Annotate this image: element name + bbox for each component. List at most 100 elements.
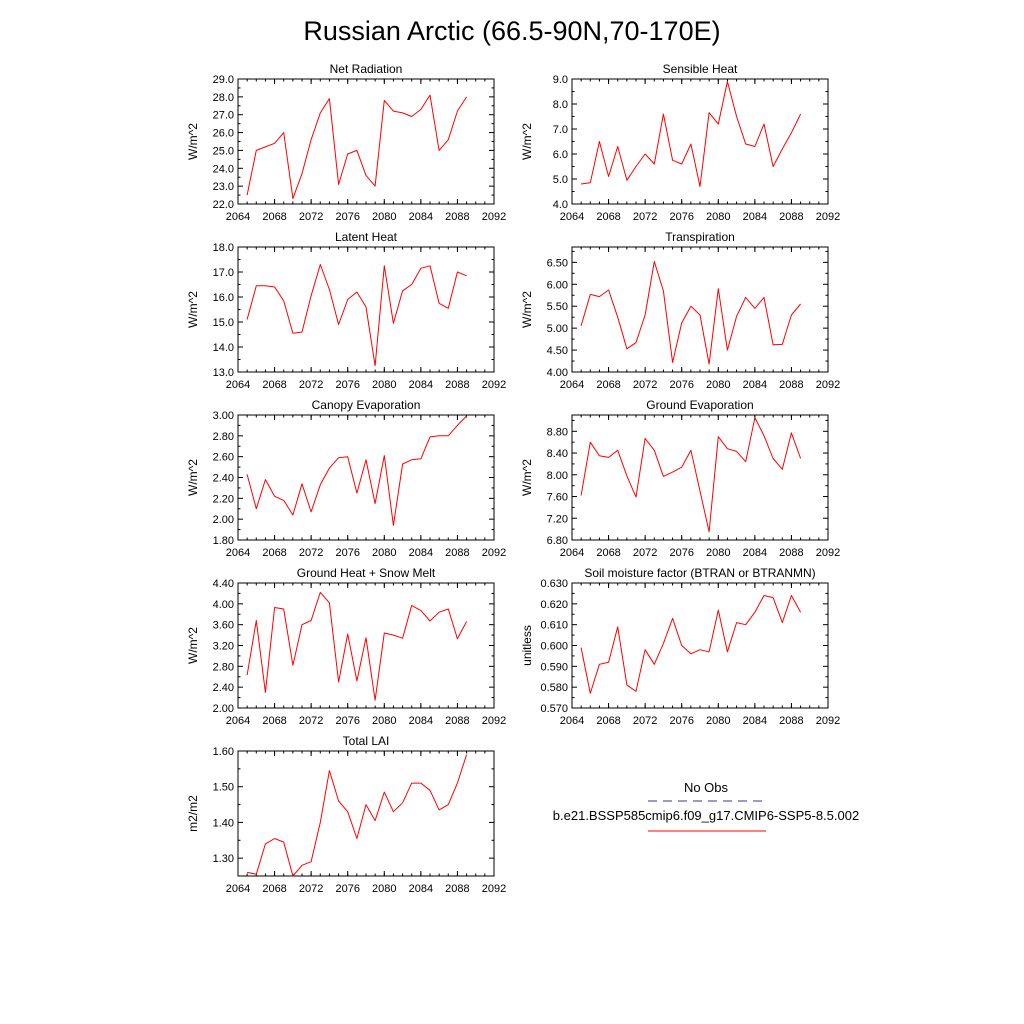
y-axis-label: W/m^2 xyxy=(186,291,200,328)
series-line xyxy=(580,595,802,694)
y-tick-label: 0.600 xyxy=(540,641,568,653)
y-tick-label: 4.00 xyxy=(547,367,568,379)
panel-7: Ground Heat + Snow Melt W/m^2 2064 2068 2072… xyxy=(186,566,506,727)
x-tick-label: 2092 xyxy=(816,379,840,391)
y-tick-label: 7.60 xyxy=(547,492,568,504)
x-tick-label: 2064 xyxy=(226,883,250,895)
y-tick-label: 8.80 xyxy=(547,426,568,438)
x-tick-label: 2064 xyxy=(226,211,250,223)
y-tick-label: 5.50 xyxy=(547,301,568,313)
y-tick-label: 0.620 xyxy=(540,599,568,611)
panel-title: Soil moisture factor (BTRAN or BTRANMN) xyxy=(584,566,815,580)
y-tick-label: 13.0 xyxy=(213,367,234,379)
y-tick-label: 25.0 xyxy=(213,145,234,157)
x-tick-label: 2072 xyxy=(299,211,323,223)
y-tick-label: 24.0 xyxy=(213,163,234,175)
y-tick-label: 8.00 xyxy=(547,470,568,482)
x-tick-label: 2080 xyxy=(372,715,396,727)
y-tick-label: 1.30 xyxy=(213,853,234,865)
y-tick-label: 27.0 xyxy=(213,110,234,122)
plot-frame xyxy=(237,582,495,709)
plot-frame xyxy=(237,750,495,877)
y-tick-label: 16.0 xyxy=(213,292,234,304)
panel-5: Canopy Evaporation W/m^2 2064 2068 2072 2076 2… xyxy=(186,398,506,559)
y-tick-label: 22.0 xyxy=(213,199,234,211)
x-tick-label: 2076 xyxy=(669,715,693,727)
series-line xyxy=(246,264,467,367)
x-tick-label: 2072 xyxy=(633,547,657,559)
legend-model-label: b.e21.BSSP585cmip6.f09_g17.CMIP6-SSP5-8.… xyxy=(553,808,859,823)
panel-title: Latent Heat xyxy=(335,230,398,244)
x-tick-label: 2084 xyxy=(743,547,767,559)
series-line xyxy=(580,261,801,365)
x-tick-label: 2076 xyxy=(335,547,359,559)
x-tick-label: 2068 xyxy=(262,883,286,895)
y-tick-label: 2.80 xyxy=(213,431,234,443)
y-axis-label: W/m^2 xyxy=(186,459,200,496)
y-tick-label: 1.50 xyxy=(213,782,234,794)
x-tick-label: 2092 xyxy=(816,211,840,223)
y-tick-label: 4.50 xyxy=(547,345,568,357)
y-tick-label: 18.0 xyxy=(213,242,234,254)
x-tick-label: 2076 xyxy=(335,715,359,727)
x-tick-label: 2092 xyxy=(482,715,506,727)
y-tick-label: 17.0 xyxy=(213,267,234,279)
x-tick-label: 2088 xyxy=(445,547,469,559)
panel-4: Transpiration W/m^2 2064 2068 2072 2076 2080 20… xyxy=(520,230,840,391)
x-tick-label: 2092 xyxy=(816,547,840,559)
plot-frame xyxy=(571,246,829,373)
x-tick-label: 2084 xyxy=(743,379,767,391)
x-tick-label: 2088 xyxy=(445,379,469,391)
x-tick-label: 2068 xyxy=(596,547,620,559)
x-tick-label: 2088 xyxy=(779,547,803,559)
y-tick-label: 0.570 xyxy=(540,703,568,715)
y-tick-label: 2.00 xyxy=(213,703,234,715)
panel-9: Total LAI m2/m2 2064 2068 2072 2076 2080 2084 20… xyxy=(186,734,506,895)
x-tick-label: 2088 xyxy=(779,211,803,223)
x-tick-label: 2084 xyxy=(409,211,433,223)
series-line xyxy=(246,591,468,701)
y-axis-label: W/m^2 xyxy=(186,627,200,664)
y-tick-label: 1.80 xyxy=(213,535,234,547)
x-tick-label: 2076 xyxy=(335,883,359,895)
y-tick-label: 6.0 xyxy=(553,149,568,161)
y-axis-label: W/m^2 xyxy=(186,123,200,160)
y-tick-label: 0.590 xyxy=(540,661,568,673)
x-tick-label: 2084 xyxy=(409,883,433,895)
x-tick-label: 2080 xyxy=(706,379,730,391)
x-tick-label: 2064 xyxy=(226,379,250,391)
x-tick-label: 2068 xyxy=(596,715,620,727)
y-tick-label: 6.00 xyxy=(547,279,568,291)
panel-2: Sensible Heat W/m^2 2064 2068 2072 2076 2080 20… xyxy=(520,62,840,223)
series-line xyxy=(581,81,802,187)
y-tick-label: 0.580 xyxy=(540,682,568,694)
y-tick-label: 26.0 xyxy=(213,128,234,140)
y-tick-label: 2.60 xyxy=(213,452,234,464)
panel-title: Sensible Heat xyxy=(663,62,738,76)
x-tick-label: 2064 xyxy=(560,715,584,727)
plot-frame xyxy=(237,414,495,541)
panel-3: Latent Heat W/m^2 2064 2068 2072 2076 2080 2084… xyxy=(186,230,506,391)
x-tick-label: 2064 xyxy=(560,547,584,559)
series-line xyxy=(246,415,467,526)
x-tick-label: 2072 xyxy=(633,211,657,223)
x-tick-label: 2076 xyxy=(669,379,693,391)
panel-title: Canopy Evaporation xyxy=(312,398,421,412)
x-tick-label: 2080 xyxy=(706,715,730,727)
y-tick-label: 3.60 xyxy=(213,620,234,632)
panel-title: Total LAI xyxy=(343,734,390,748)
x-tick-label: 2068 xyxy=(262,379,286,391)
x-tick-label: 2080 xyxy=(372,211,396,223)
y-tick-label: 2.40 xyxy=(213,473,234,485)
x-tick-label: 2084 xyxy=(743,211,767,223)
y-tick-label: 29.0 xyxy=(213,74,234,86)
x-tick-label: 2072 xyxy=(299,379,323,391)
x-tick-label: 2092 xyxy=(482,547,506,559)
x-tick-label: 2088 xyxy=(445,211,469,223)
legend-obs-label: No Obs xyxy=(684,780,729,795)
y-axis-label: W/m^2 xyxy=(520,123,534,160)
x-tick-label: 2068 xyxy=(262,715,286,727)
y-tick-label: 15.0 xyxy=(213,317,234,329)
panel-title: Transpiration xyxy=(665,230,735,244)
